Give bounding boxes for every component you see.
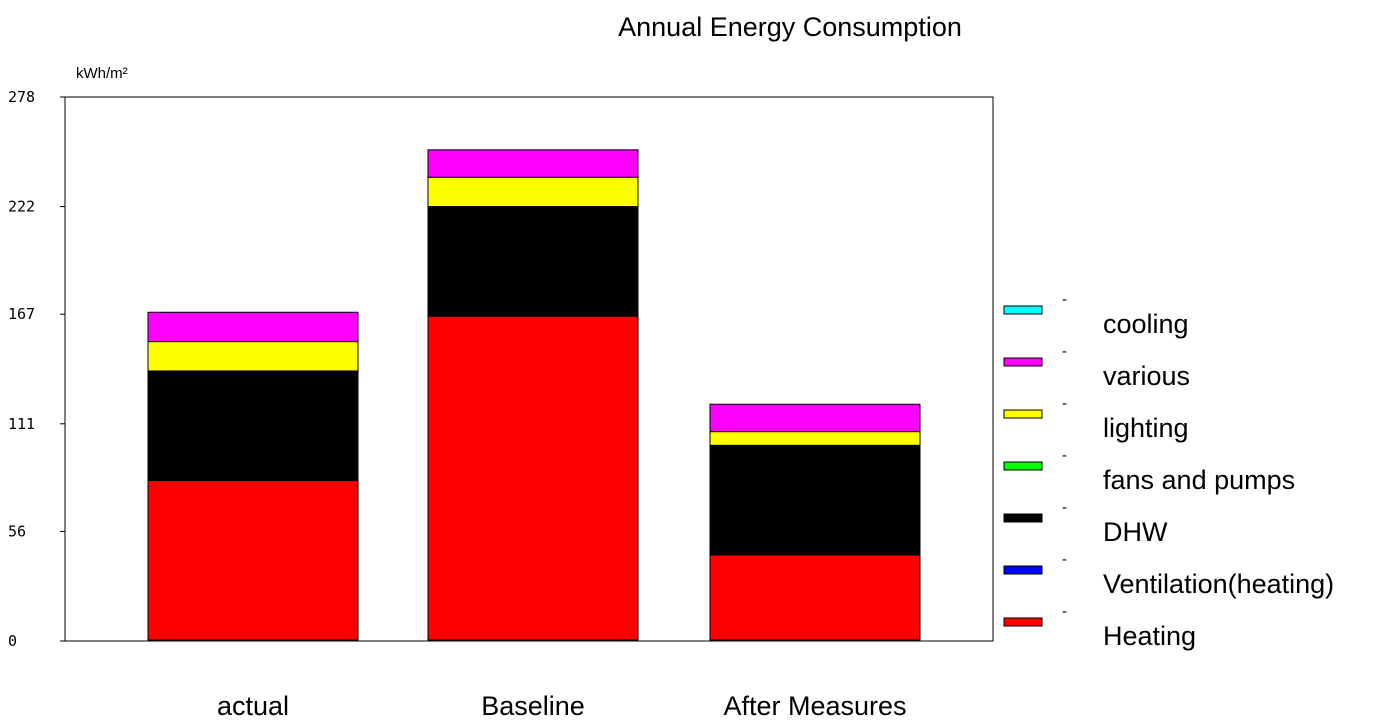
legend-swatch [1003,461,1043,471]
legend-label: various [1103,361,1190,391]
x-category-label: Baseline [481,691,585,721]
legend-swatch [1003,617,1043,627]
y-tick-label: 56 [8,522,26,540]
legend-label: Ventilation(heating) [1103,569,1334,599]
legend-dash: - [1062,499,1067,516]
bar-segment-dhw [709,444,921,556]
x-category-label: After Measures [723,691,906,721]
legend-swatch [1003,513,1043,523]
bar-segment-various [709,403,921,433]
y-tick-label: 0 [8,632,17,650]
legend-dash: - [1062,291,1067,308]
bar-segment-various [147,311,359,343]
bar-segment-lighting [709,431,921,446]
y-tick-label: 222 [8,198,35,216]
legend-label: Heating [1103,621,1196,651]
y-tick-label: 167 [8,305,35,323]
bar-segment-heating [709,554,921,641]
plot-area: 0 56 111 167 222 278 actual Baseline After Measu… [8,88,994,721]
legend-dash: - [1062,603,1067,620]
legend-label: cooling [1103,309,1189,339]
y-tick-label: 111 [8,415,35,433]
legend-label: lighting [1103,413,1189,443]
legend-swatch [1003,409,1043,419]
legend-dash: - [1062,343,1067,360]
legend: - cooling - various - lighting - fans and pumps… [1003,291,1334,651]
legend-swatch [1003,305,1043,315]
bar-segment-lighting [147,341,359,372]
legend-label: fans and pumps [1103,465,1295,495]
bar-segment-dhw [427,206,639,317]
legend-label: DHW [1103,517,1168,547]
legend-dash: - [1062,551,1067,568]
bar-segment-various [427,149,639,178]
legend-swatch [1003,565,1043,575]
plot-frame [64,96,994,642]
legend-dash: - [1062,395,1067,412]
chart-title: Annual Energy Consumption [618,12,962,42]
bar-segment-lighting [427,176,639,208]
y-tick-label: 278 [8,88,35,106]
legend-swatch [1003,357,1043,367]
legend-dash: - [1062,447,1067,464]
bar-segment-heating [427,315,639,641]
bar-segment-dhw [147,370,359,482]
x-category-label: actual [217,691,289,721]
y-axis-unit: kWh/m² [76,65,128,82]
bar-segment-heating [147,480,359,641]
